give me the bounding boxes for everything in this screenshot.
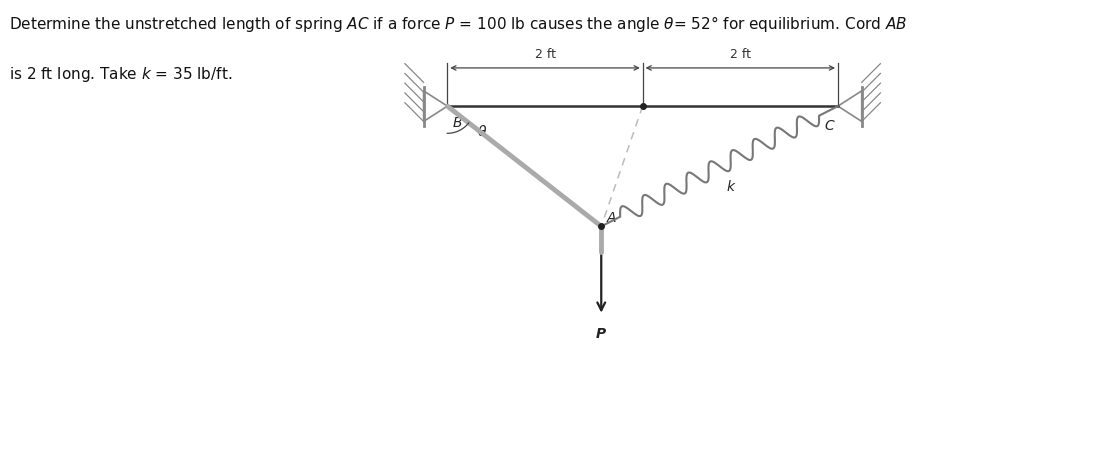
Text: 2 ft: 2 ft xyxy=(730,48,751,61)
Text: θ: θ xyxy=(478,125,486,139)
Text: C: C xyxy=(824,119,834,133)
Text: P: P xyxy=(597,328,607,342)
Text: A: A xyxy=(608,211,617,225)
Text: k: k xyxy=(726,180,734,194)
Text: Determine the unstretched length of spring $AC$ if a force $P$ = 100 lb causes t: Determine the unstretched length of spri… xyxy=(9,14,907,33)
Text: 2 ft: 2 ft xyxy=(535,48,556,61)
Text: B: B xyxy=(453,116,462,130)
Text: is 2 ft long. Take $k$ = 35 lb/ft.: is 2 ft long. Take $k$ = 35 lb/ft. xyxy=(9,65,232,84)
